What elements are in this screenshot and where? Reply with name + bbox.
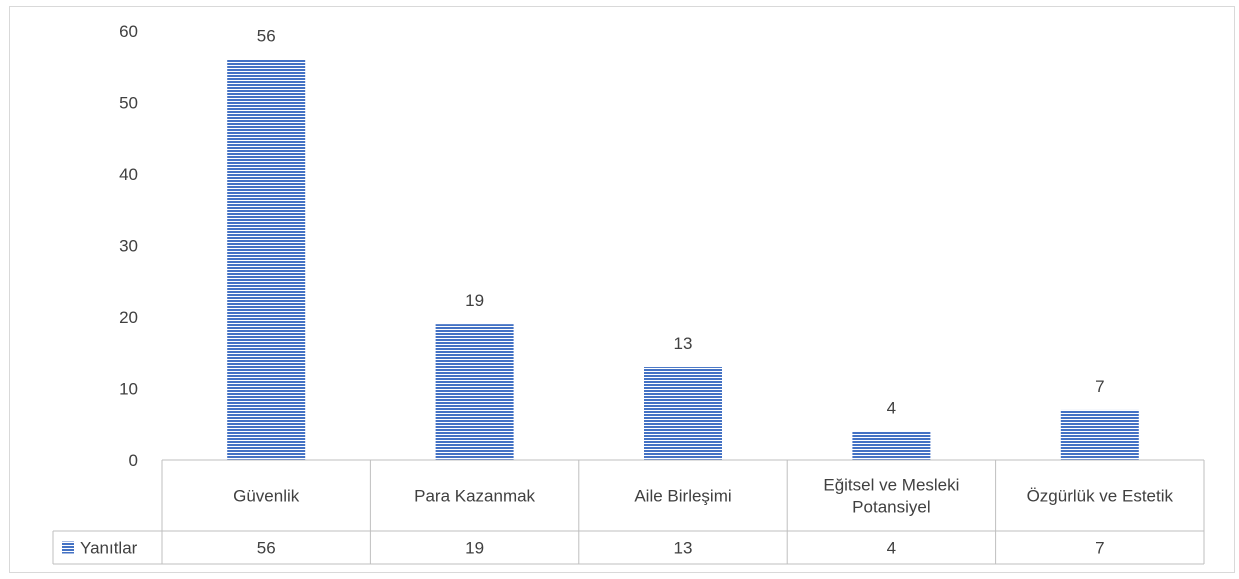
category-label: Aile Birleşimi: [634, 487, 731, 506]
table-value: 56: [257, 539, 276, 558]
y-tick-label: 40: [119, 165, 138, 184]
category-label: Güvenlik: [233, 487, 300, 506]
data-label: 13: [674, 334, 693, 353]
y-axis: 0 10 20 30 40 50 60: [119, 22, 138, 470]
data-label: 19: [465, 291, 484, 310]
bar: [435, 324, 514, 460]
bars: [227, 59, 1139, 460]
category-label: Potansiyel: [852, 498, 930, 517]
bar: [1060, 409, 1139, 460]
legend-key: [62, 541, 74, 554]
legend-label: Yanıtlar: [80, 539, 138, 558]
data-label: 7: [1095, 377, 1104, 396]
category-label: Özgürlük ve Estetik: [1027, 487, 1174, 506]
table-value: 7: [1095, 539, 1104, 558]
table-value: 4: [887, 539, 896, 558]
data-table: Güvenlik Para Kazanmak Aile Birleşimi Eğits…: [52, 459, 1205, 565]
y-tick-label: 20: [119, 308, 138, 327]
bar: [644, 367, 722, 460]
category-label: Eğitsel ve Mesleki: [823, 476, 959, 495]
y-tick-label: 0: [129, 451, 138, 470]
bar: [227, 59, 306, 460]
data-label: 4: [887, 398, 896, 417]
bar: [852, 431, 931, 460]
data-label: 56: [257, 27, 276, 46]
y-tick-label: 60: [119, 22, 138, 41]
chart-frame: [9, 6, 1235, 573]
y-tick-label: 50: [119, 94, 138, 113]
y-tick-label: 10: [119, 380, 138, 399]
category-label: Para Kazanmak: [414, 487, 535, 506]
y-tick-label: 30: [119, 237, 138, 256]
table-value: 19: [465, 539, 484, 558]
table-value: 13: [674, 539, 693, 558]
value-labels: 56 19 13 4 7: [257, 27, 1105, 418]
